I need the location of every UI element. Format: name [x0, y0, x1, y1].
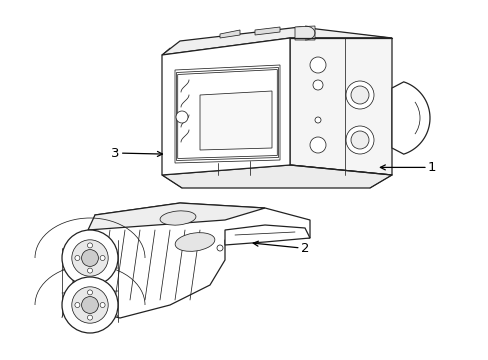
Circle shape	[176, 111, 187, 123]
Circle shape	[314, 117, 320, 123]
Polygon shape	[162, 28, 389, 55]
Circle shape	[72, 287, 108, 323]
Circle shape	[81, 297, 98, 314]
Circle shape	[350, 86, 368, 104]
Circle shape	[75, 302, 80, 307]
Polygon shape	[254, 27, 280, 35]
Circle shape	[217, 245, 223, 251]
Circle shape	[87, 243, 92, 248]
Circle shape	[346, 126, 373, 154]
Circle shape	[62, 230, 118, 286]
Circle shape	[87, 315, 92, 320]
Circle shape	[100, 302, 105, 307]
Polygon shape	[220, 30, 240, 38]
Polygon shape	[72, 203, 309, 318]
Circle shape	[312, 80, 323, 90]
Circle shape	[62, 277, 118, 333]
Polygon shape	[162, 165, 391, 188]
Circle shape	[100, 256, 105, 261]
Polygon shape	[162, 27, 391, 55]
Circle shape	[81, 249, 98, 266]
Circle shape	[350, 131, 368, 149]
Polygon shape	[294, 26, 314, 40]
Polygon shape	[224, 225, 309, 245]
Text: 1: 1	[380, 161, 435, 174]
Text: 3: 3	[111, 147, 162, 159]
Polygon shape	[289, 38, 391, 175]
Polygon shape	[162, 38, 289, 175]
Polygon shape	[88, 203, 264, 230]
Polygon shape	[391, 82, 429, 154]
Circle shape	[346, 81, 373, 109]
Circle shape	[309, 137, 325, 153]
Circle shape	[75, 256, 80, 261]
Polygon shape	[200, 91, 271, 150]
Circle shape	[309, 57, 325, 73]
Circle shape	[87, 268, 92, 273]
Ellipse shape	[175, 233, 214, 251]
Circle shape	[87, 290, 92, 295]
Ellipse shape	[160, 211, 196, 225]
Circle shape	[72, 240, 108, 276]
Text: 2: 2	[253, 241, 308, 255]
